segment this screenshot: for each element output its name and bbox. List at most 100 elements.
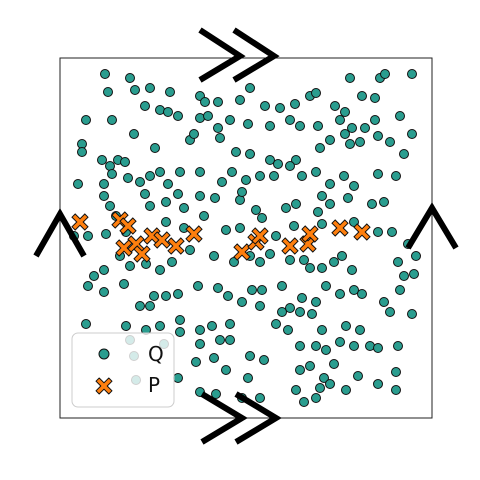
q-point [297,171,307,181]
q-point [380,69,390,79]
q-point [315,143,325,153]
edge-identification-marks [33,27,459,445]
q-point [103,87,113,97]
q-point [311,167,321,177]
q-point [223,291,233,301]
q-point [99,191,109,201]
q-point [373,379,383,389]
q-point [281,203,291,213]
q-point [237,187,247,197]
q-point [291,155,301,165]
legend-q-label: Q [148,342,164,366]
q-point [367,199,377,209]
q-point [235,95,245,105]
q-point [325,199,335,209]
q-point [295,365,305,375]
q-point [285,161,295,171]
q-point [213,283,223,293]
q-point [199,211,209,221]
q-point [277,281,287,291]
q-point [317,219,327,229]
q-point [255,171,265,181]
q-point [317,263,327,273]
q-point [349,285,359,295]
q-point [387,227,397,237]
q-point [97,155,107,165]
q-point [311,88,321,98]
q-point [290,99,300,109]
q-point [341,385,351,395]
q-point [145,201,155,211]
q-point [105,201,115,211]
q-point [271,231,281,241]
q-point [340,129,350,139]
q-point [407,129,417,139]
p-point [133,245,151,263]
q-point [391,367,401,377]
q-point [221,225,231,235]
right-edge-chevron-up-icon [405,202,459,250]
q-point [313,207,323,217]
q-point [357,289,367,299]
q-point [385,307,395,317]
q-point [215,335,225,345]
q-point [257,213,267,223]
q-point [81,319,91,329]
p-point [115,239,133,257]
q-point [193,281,203,291]
q-point [370,115,380,125]
q-point [217,177,227,187]
q-point [311,341,321,351]
q-point [191,357,201,367]
p-point [153,231,171,249]
q-point [345,139,355,149]
q-point [259,355,269,365]
q-point [173,189,183,199]
q-point [299,255,309,265]
q-point [235,223,245,233]
q-point [165,87,175,97]
q-point [349,181,359,191]
q-point [213,123,223,133]
q-point [357,91,367,101]
q-point [311,297,321,307]
q-point [325,379,335,389]
q-point [119,279,129,289]
q-point [373,227,383,237]
q-point [360,123,370,133]
q-point [161,217,171,227]
q-point [207,321,217,331]
points-layer [69,69,421,407]
q-point [339,171,349,181]
q-point [343,193,353,203]
q-point [100,69,110,79]
q-point [373,169,383,179]
q-point [175,167,185,177]
bottom-chevron-1 [200,391,248,445]
q-point [215,133,225,143]
q-point [297,293,307,303]
q-point [167,257,177,267]
p-point [185,225,203,243]
q-point [203,111,213,121]
q-point [255,393,265,403]
q-point [225,115,235,125]
q-point [265,249,275,259]
q-point [89,271,99,281]
top-chevron-1 [198,27,246,83]
q-point [255,257,265,267]
q-point [73,179,83,189]
p-point [167,237,185,255]
q-point [325,135,335,145]
q-point [271,319,281,329]
p-point [71,213,89,231]
q-point [257,285,267,295]
q-point [379,297,389,307]
q-point [231,147,241,157]
q-point [107,115,117,125]
q-point [237,297,247,307]
q-point [155,265,165,275]
q-point [225,335,235,345]
q-point [81,115,91,125]
q-point [285,303,295,313]
